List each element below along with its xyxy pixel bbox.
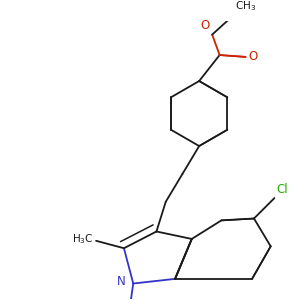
Text: O: O	[200, 19, 209, 32]
Text: H$_3$C: H$_3$C	[72, 232, 93, 246]
Text: O: O	[248, 50, 258, 63]
Text: CH$_3$: CH$_3$	[236, 0, 256, 13]
Text: N: N	[117, 275, 126, 288]
Text: Cl: Cl	[276, 183, 288, 196]
